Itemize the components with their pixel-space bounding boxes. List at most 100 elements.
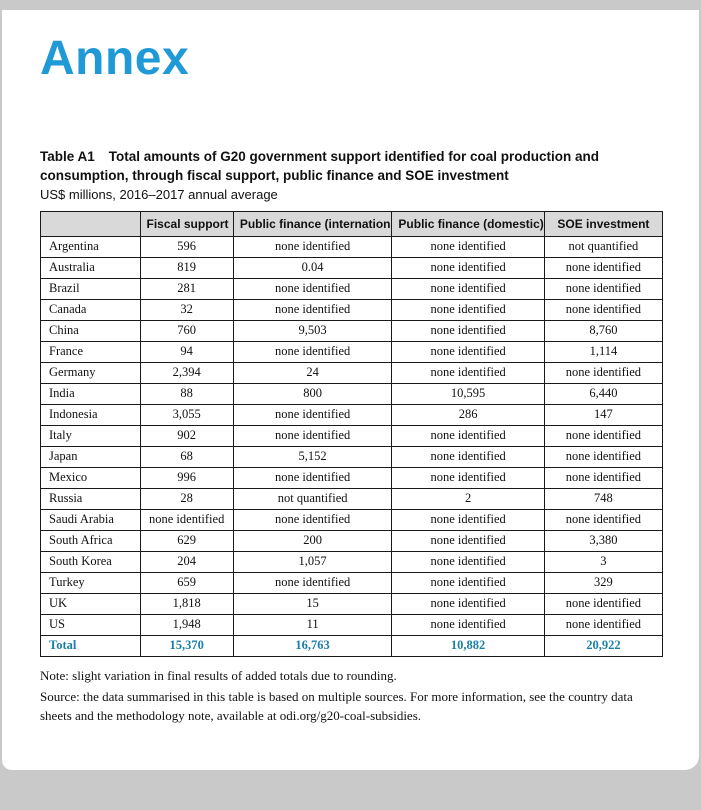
column-header-public-finance-international: Public finance (international) bbox=[232, 210, 393, 237]
value-cell: not quantified bbox=[232, 487, 393, 510]
value-cell: 800 bbox=[232, 382, 393, 405]
value-cell: none identified bbox=[232, 466, 393, 489]
value-cell: 819 bbox=[139, 256, 234, 279]
table-row: Canada 32 none identified none identified no… bbox=[40, 298, 664, 321]
country-cell: Germany bbox=[40, 361, 141, 384]
value-cell: 329 bbox=[543, 571, 664, 594]
value-cell: none identified bbox=[391, 256, 545, 279]
country-cell: Mexico bbox=[40, 466, 141, 489]
value-cell: 629 bbox=[139, 529, 234, 552]
value-cell: 3,380 bbox=[543, 529, 664, 552]
table-header-row: Fiscal support Public finance (internati… bbox=[40, 210, 664, 237]
value-cell: 760 bbox=[139, 319, 234, 342]
value-cell: none identified bbox=[391, 592, 545, 615]
value-cell: none identified bbox=[232, 277, 393, 300]
value-cell: none identified bbox=[391, 361, 545, 384]
column-header-country bbox=[40, 210, 141, 237]
value-cell: 3,055 bbox=[139, 403, 234, 426]
value-cell: none identified bbox=[391, 571, 545, 594]
value-cell: 15,370 bbox=[139, 634, 234, 657]
table-row: Saudi Arabia none identified none identifi… bbox=[40, 508, 664, 531]
table-subtitle: US$ millions, 2016–2017 annual average bbox=[40, 186, 278, 202]
value-cell: 32 bbox=[139, 298, 234, 321]
country-cell: UK bbox=[40, 592, 141, 615]
value-cell: 147 bbox=[543, 403, 664, 426]
table-row: UK 1,818 15 none identified none identified bbox=[40, 592, 664, 615]
value-cell: none identified bbox=[543, 361, 664, 384]
table-body: Argentina 596 none identified none identifi… bbox=[40, 235, 664, 657]
value-cell: 10,595 bbox=[391, 382, 545, 405]
total-label-cell: Total bbox=[40, 634, 141, 657]
value-cell: 204 bbox=[139, 550, 234, 573]
country-cell: South Africa bbox=[40, 529, 141, 552]
value-cell: 2,394 bbox=[139, 361, 234, 384]
table-row: Mexico 996 none identified none identified n… bbox=[40, 466, 664, 489]
table-row: South Korea 204 1,057 none identified 3 bbox=[40, 550, 664, 573]
value-cell: 996 bbox=[139, 466, 234, 489]
value-cell: none identified bbox=[391, 298, 545, 321]
table-row: Brazil 281 none identified none identified n… bbox=[40, 277, 664, 300]
value-cell: none identified bbox=[139, 508, 234, 531]
value-cell: 902 bbox=[139, 424, 234, 447]
value-cell: none identified bbox=[391, 424, 545, 447]
value-cell: none identified bbox=[543, 466, 664, 489]
column-header-fiscal-support: Fiscal support bbox=[139, 210, 234, 237]
country-cell: France bbox=[40, 340, 141, 363]
value-cell: 1,948 bbox=[139, 613, 234, 636]
table-row: Japan 68 5,152 none identified none identifi… bbox=[40, 445, 664, 468]
country-cell: India bbox=[40, 382, 141, 405]
table-row: Germany 2,394 24 none identified none identi… bbox=[40, 361, 664, 384]
value-cell: none identified bbox=[232, 340, 393, 363]
value-cell: none identified bbox=[391, 508, 545, 531]
value-cell: 1,057 bbox=[232, 550, 393, 573]
value-cell: 1,818 bbox=[139, 592, 234, 615]
value-cell: none identified bbox=[391, 466, 545, 489]
table-title-label: Table A1 bbox=[40, 149, 95, 165]
value-cell: none identified bbox=[391, 319, 545, 342]
value-cell: none identified bbox=[391, 277, 545, 300]
value-cell: 88 bbox=[139, 382, 234, 405]
value-cell: none identified bbox=[543, 592, 664, 615]
country-cell: Russia bbox=[40, 487, 141, 510]
value-cell: 3 bbox=[543, 550, 664, 573]
value-cell: 281 bbox=[139, 277, 234, 300]
value-cell: none identified bbox=[543, 256, 664, 279]
country-cell: Japan bbox=[40, 445, 141, 468]
value-cell: 1,114 bbox=[543, 340, 664, 363]
value-cell: none identified bbox=[391, 529, 545, 552]
country-cell: South Korea bbox=[40, 550, 141, 573]
value-cell: none identified bbox=[543, 508, 664, 531]
country-cell: Brazil bbox=[40, 277, 141, 300]
value-cell: none identified bbox=[391, 340, 545, 363]
value-cell: none identified bbox=[391, 445, 545, 468]
value-cell: none identified bbox=[543, 298, 664, 321]
value-cell: none identified bbox=[543, 424, 664, 447]
value-cell: none identified bbox=[232, 508, 393, 531]
value-cell: none identified bbox=[543, 613, 664, 636]
support-table: Fiscal support Public finance (internati… bbox=[40, 210, 664, 657]
table-row: France 94 none identified none identified 1,… bbox=[40, 340, 664, 363]
value-cell: 659 bbox=[139, 571, 234, 594]
country-cell: Australia bbox=[40, 256, 141, 279]
value-cell: none identified bbox=[391, 235, 545, 258]
table-row: Russia 28 not quantified 2 748 bbox=[40, 487, 664, 510]
column-header-soe-investment: SOE investment bbox=[543, 210, 664, 237]
value-cell: 15 bbox=[232, 592, 393, 615]
country-cell: Canada bbox=[40, 298, 141, 321]
value-cell: none identified bbox=[391, 613, 545, 636]
value-cell: 68 bbox=[139, 445, 234, 468]
country-cell: Argentina bbox=[40, 235, 141, 258]
value-cell: none identified bbox=[543, 277, 664, 300]
value-cell: none identified bbox=[232, 424, 393, 447]
country-cell: Italy bbox=[40, 424, 141, 447]
value-cell: 20,922 bbox=[543, 634, 664, 657]
table-title: Table A1 Total amounts of G20 government … bbox=[40, 148, 663, 184]
value-cell: 200 bbox=[232, 529, 393, 552]
value-cell: none identified bbox=[543, 445, 664, 468]
country-cell: US bbox=[40, 613, 141, 636]
value-cell: 10,882 bbox=[391, 634, 545, 657]
value-cell: none identified bbox=[232, 235, 393, 258]
table-row: Turkey 659 none identified none identified 3… bbox=[40, 571, 664, 594]
value-cell: 748 bbox=[543, 487, 664, 510]
value-cell: none identified bbox=[232, 571, 393, 594]
